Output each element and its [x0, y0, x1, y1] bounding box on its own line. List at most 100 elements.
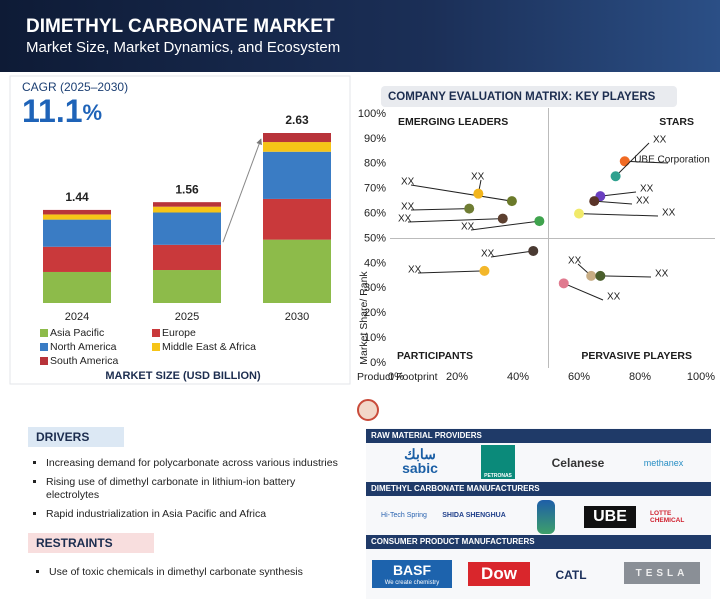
cagr-number: 11.1 — [22, 93, 83, 129]
x-tick-label: 100% — [687, 371, 715, 383]
x-axis-label: MARKET SIZE (USD BILLION) — [105, 370, 261, 382]
x-tick-label: 0% — [388, 371, 404, 383]
total-label: 1.44 — [65, 190, 89, 204]
point-label: XX — [568, 256, 582, 267]
x-axis-title: Product Footprint — [357, 371, 438, 383]
company-point — [464, 203, 475, 214]
x-tick-label: 2024 — [65, 311, 89, 323]
drivers-title: DRIVERS — [28, 427, 124, 447]
bar-segment — [153, 206, 221, 213]
matrix-title: COMPANY EVALUATION MATRIX: KEY PLAYERS — [388, 91, 656, 103]
leader-line — [410, 184, 512, 202]
y-tick-label: 70% — [364, 183, 386, 195]
total-label: 2.63 — [285, 113, 309, 127]
legend-swatch — [40, 357, 48, 365]
point-label: XX — [640, 184, 654, 195]
cagr-label: CAGR (2025–2030) — [22, 80, 128, 94]
bar-segment — [263, 198, 331, 240]
point-label: XX — [481, 249, 495, 260]
bar-segment — [153, 212, 221, 245]
logo-text: BASF — [372, 560, 452, 579]
bar-segment — [153, 202, 221, 207]
point-label: UBE Corporation — [634, 155, 710, 166]
leader-line — [470, 220, 540, 231]
logo-text: UBE — [584, 506, 636, 528]
logo-text: LOTTE CHEMICAL — [650, 510, 685, 524]
y-tick-label: 80% — [364, 158, 386, 170]
leader-line — [417, 270, 485, 274]
page-subtitle: Market Size, Market Dynamics, and Ecosys… — [26, 39, 340, 56]
eco-header: CONSUMER PRODUCT MANUFACTURERS — [366, 535, 711, 549]
bullet-item: Rising use of dimethyl carbonate in lith… — [46, 476, 342, 502]
x-tick-label: 20% — [446, 371, 468, 383]
y-axis-title: Market Share/ Rank — [358, 271, 370, 365]
logo-text: SHIDA SHENGHUA — [442, 511, 506, 519]
legend-label: South America — [50, 355, 118, 367]
point-label: XX — [655, 269, 669, 280]
legend-label: North America — [50, 341, 117, 353]
y-tick-label: 40% — [364, 257, 386, 269]
company-point — [619, 156, 630, 167]
bullet-item: Rapid industrialization in Asia Pacific … — [46, 508, 342, 521]
company-point — [589, 196, 600, 207]
leader-line — [615, 142, 650, 177]
legend-swatch — [40, 329, 48, 337]
legend-swatch — [152, 343, 160, 351]
y-tick-label: 30% — [364, 282, 386, 294]
point-label: XX — [408, 265, 422, 276]
point-label: XX — [461, 222, 475, 233]
company-point — [497, 213, 508, 224]
restraints-box: Use of toxic chemicals in dimethyl carbo… — [35, 566, 345, 585]
leader-line — [407, 218, 503, 223]
x-tick-label: 80% — [629, 371, 651, 383]
drivers-box: Increasing demand for polycarbonate acro… — [32, 457, 342, 527]
bar-segment — [153, 244, 221, 271]
point-label: XX — [398, 214, 412, 225]
bar-segment — [153, 270, 221, 303]
leader-line — [594, 200, 633, 205]
leader-line — [490, 250, 534, 258]
growth-arrow — [222, 138, 262, 243]
point-label: XX — [653, 135, 667, 146]
leader-line — [624, 160, 669, 164]
logo-text: TESLA — [624, 562, 700, 584]
eco-header: RAW MATERIAL PROVIDERS — [366, 429, 711, 443]
company-point — [574, 208, 584, 219]
leader-line — [410, 208, 470, 211]
y-tick-label: 100% — [358, 108, 386, 120]
y-tick-label: 0% — [370, 357, 386, 369]
point-label: XX — [401, 202, 415, 213]
restraints-list: Use of toxic chemicals in dimethyl carbo… — [35, 566, 345, 579]
quadrant-label: PARTICIPANTS — [397, 350, 473, 362]
legend-swatch — [152, 329, 160, 337]
icon — [357, 399, 379, 421]
bar-segment — [263, 239, 331, 303]
restraints-title: RESTRAINTS — [28, 533, 154, 553]
company-point — [473, 188, 484, 199]
logo-text: Hi-Tech Spring — [381, 511, 427, 519]
y-tick-label: 60% — [364, 208, 386, 220]
eco-header: DIMETHYL CARBONATE MANUFACTURERS — [366, 482, 711, 496]
leader-line — [600, 191, 637, 197]
bar-segment — [43, 214, 111, 220]
company-point — [595, 270, 606, 281]
company-point — [479, 265, 490, 276]
drivers-list: Increasing demand for polycarbonate acro… — [32, 457, 342, 521]
x-tick-label: 60% — [568, 371, 590, 383]
logo-text: CATL — [555, 568, 587, 582]
quadrant-label: PERVASIVE PLAYERS — [581, 350, 692, 362]
logo-icon — [537, 500, 555, 534]
cagr-unit: % — [83, 100, 103, 125]
quadrant-label: EMERGING LEADERS — [398, 116, 508, 128]
legend-swatch — [40, 343, 48, 351]
bar-segment — [263, 142, 331, 152]
company-point — [534, 216, 545, 227]
leader-line — [578, 213, 659, 217]
company-point — [506, 196, 517, 207]
leader-line — [600, 275, 652, 278]
point-label: XX — [636, 196, 650, 207]
x-tick-label: 40% — [507, 371, 529, 383]
x-tick-label: 2025 — [175, 311, 199, 323]
